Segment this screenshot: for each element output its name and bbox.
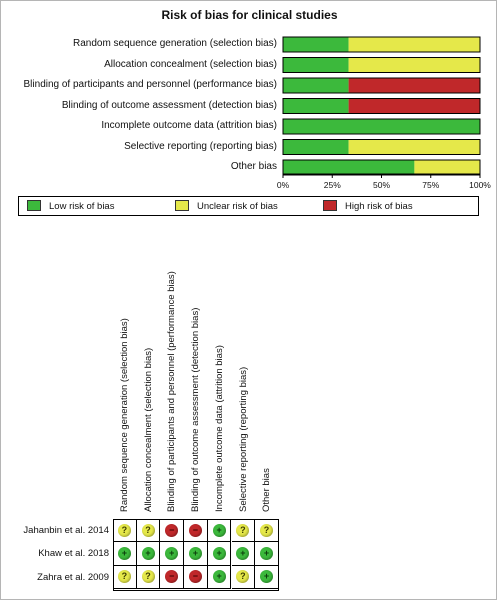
summary-cell: ? — [136, 565, 161, 589]
study-label: Zahra et al. 2009 — [37, 571, 109, 583]
legend-label-low: Low risk of bias — [49, 201, 115, 212]
summary-cell: + — [231, 542, 256, 566]
risk-high-icon: − — [165, 570, 179, 584]
legend-item-high: High risk of bias — [323, 200, 413, 212]
risk-high-icon: − — [165, 523, 179, 537]
legend-item-low: Low risk of bias — [27, 200, 114, 212]
risk-unclear-icon: ? — [141, 523, 155, 537]
bar-segment — [348, 98, 480, 114]
risk-unclear-icon: ? — [141, 570, 155, 584]
study-label: Jahanbin et al. 2014 — [23, 525, 109, 536]
legend-swatch-low — [27, 200, 41, 211]
risk-low-icon: + — [212, 570, 226, 584]
bar-row-label: Incomplete outcome data (attrition bias) — [101, 120, 277, 131]
legend: Low risk of bias Unclear risk of bias Hi… — [18, 196, 479, 216]
risk-low-icon: + — [165, 546, 179, 560]
risk-summary-grid: ?? − − +?? + + + + + + +?? − − +? + — [113, 519, 279, 591]
risk-high-icon: − — [188, 523, 202, 537]
risk-unclear-icon: ? — [117, 523, 131, 537]
summary-cell: + — [255, 542, 279, 566]
legend-label-unclear: Unclear risk of bias — [197, 201, 278, 212]
summary-column-label: Blinding of participants and personnel (… — [166, 271, 178, 512]
summary-cell: − — [160, 519, 185, 543]
risk-low-icon: + — [236, 546, 250, 560]
risk-low-icon: + — [117, 546, 131, 560]
legend-swatch-high — [323, 200, 337, 211]
bar-segment — [283, 78, 349, 93]
summary-column-label: Other bias — [261, 468, 273, 512]
bar-segment — [283, 37, 349, 52]
risk-low-icon: + — [260, 546, 274, 560]
stacked-bar-chart — [282, 36, 481, 178]
summary-cell: ? — [231, 519, 256, 543]
x-tick-label: 0% — [276, 180, 290, 190]
bar-segment — [348, 57, 480, 73]
risk-low-icon: + — [260, 570, 274, 584]
risk-unclear-icon: ? — [236, 570, 250, 584]
bar-segment — [414, 160, 480, 175]
summary-column-label: Allocation concealment (selection bias) — [142, 347, 154, 512]
summary-column-label: Random sequence generation (selection bi… — [119, 318, 130, 512]
bar-segment — [283, 139, 349, 155]
risk-low-icon: + — [141, 546, 155, 560]
summary-cell: − — [184, 519, 208, 543]
summary-cell: − — [160, 565, 185, 589]
bar-outline — [282, 77, 481, 94]
summary-column-label: Selective reporting (reporting bias) — [237, 366, 249, 512]
summary-cell: ? — [255, 519, 279, 543]
legend-item-unclear: Unclear risk of bias — [175, 200, 278, 212]
risk-unclear-icon: ? — [117, 570, 131, 584]
bar-segment — [348, 37, 480, 52]
summary-cell: + — [207, 565, 232, 589]
summary-cell: + — [207, 519, 232, 543]
summary-column-label: Incomplete outcome data (attrition bias) — [213, 345, 225, 512]
summary-cell: ? — [113, 519, 137, 543]
bar-outline — [282, 57, 481, 73]
risk-low-icon: + — [212, 523, 226, 537]
risk-unclear-icon: ? — [260, 523, 274, 537]
summary-cell: + — [136, 542, 161, 566]
summary-cell: − — [184, 565, 208, 589]
summary-cell: ? — [136, 519, 161, 543]
bar-outline — [282, 98, 481, 114]
bar-row-label: Allocation concealment (selection bias) — [104, 58, 277, 70]
summary-column-label: Blinding of outcome assessment (detectio… — [190, 307, 202, 512]
bar-outline — [282, 139, 481, 155]
bar-segment — [348, 139, 480, 155]
risk-low-icon: + — [212, 546, 226, 560]
bar-outline — [282, 118, 481, 135]
x-tick-label: 75% — [422, 180, 440, 190]
legend-swatch-unclear — [175, 200, 189, 211]
risk-high-icon: − — [188, 570, 202, 584]
bar-row-label: Blinding of outcome assessment (detectio… — [61, 99, 277, 111]
bar-segment — [348, 78, 480, 93]
summary-cell: + — [184, 542, 208, 566]
summary-cell: ? — [113, 565, 137, 589]
bar-row-label: Other bias — [230, 161, 277, 172]
study-label: Khaw et al. 2018 — [38, 548, 109, 560]
bar-segment — [283, 98, 349, 114]
chart-title: Risk of bias for clinical studies — [161, 8, 338, 22]
bar-row-label: Selective reporting (reporting bias) — [124, 140, 277, 152]
risk-low-icon: + — [188, 546, 202, 560]
summary-cell: + — [160, 542, 185, 566]
x-tick-label: 100% — [469, 180, 491, 190]
summary-cell: + — [113, 542, 137, 566]
bar-segment — [283, 119, 480, 134]
bar-row-label: Blinding of participants and personnel (… — [23, 79, 277, 90]
summary-cell: + — [255, 565, 279, 589]
bar-segment — [283, 57, 349, 73]
legend-label-high: High risk of bias — [345, 201, 413, 212]
x-tick-label: 50% — [372, 180, 391, 190]
x-tick-label: 25% — [323, 180, 341, 190]
bar-outline — [282, 36, 481, 53]
summary-cell: ? — [231, 565, 256, 589]
summary-cell: + — [207, 542, 232, 566]
bar-segment — [283, 160, 415, 175]
bar-row-label: Random sequence generation (selection bi… — [72, 38, 277, 49]
risk-unclear-icon: ? — [236, 523, 250, 537]
